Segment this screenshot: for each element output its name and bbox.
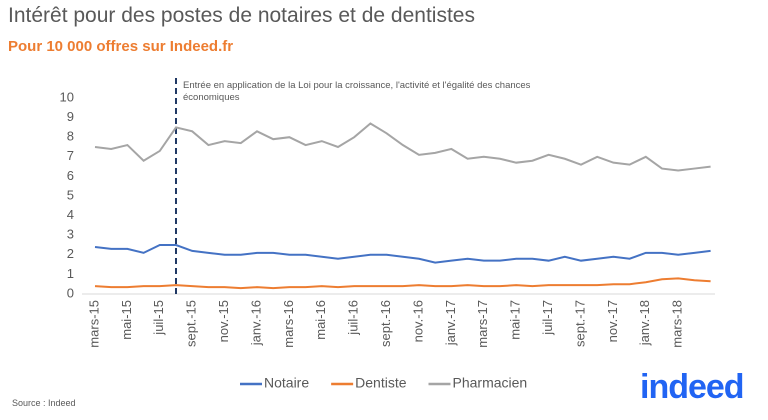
line-series	[94, 277, 711, 290]
source: Source : Indeed	[12, 398, 76, 408]
annotation: Entrée en application de la Loi pour la …	[183, 80, 531, 103]
x-tick-label: mai-16	[313, 300, 328, 340]
x-tick-label: juil-17	[540, 300, 555, 336]
y-tick-label: 8	[67, 129, 74, 144]
x-tick-label: juil-16	[346, 300, 361, 336]
x-tick-label: janv.-17	[443, 300, 458, 346]
logo: indeed	[640, 368, 745, 406]
legend-label: Pharmacien	[453, 375, 528, 391]
y-tick-label: 2	[67, 246, 74, 261]
x-tick-label: mars-15	[86, 300, 101, 348]
legend-label: Notaire	[264, 375, 309, 391]
legend-label: Dentiste	[355, 375, 407, 391]
chart-title: Intérêt pour des postes de notaires et d…	[8, 4, 475, 27]
y-tick-label: 10	[60, 89, 74, 104]
x-tick-label: nov.-17	[605, 300, 620, 342]
x-tick-label: mars-18	[670, 300, 685, 348]
x-tick-label: mars-16	[281, 300, 296, 348]
y-tick-label: 6	[67, 168, 74, 183]
x-tick-label: juil-15	[151, 300, 166, 336]
x-tick-label: janv.-18	[637, 300, 652, 346]
x-tick-label: nov.-16	[410, 300, 425, 342]
line-series	[94, 122, 711, 172]
x-tick-label: sept.-17	[572, 300, 587, 347]
y-tick-label: 0	[67, 285, 74, 300]
y-tick-label: 9	[67, 109, 74, 124]
x-tick-label: mai-17	[508, 300, 523, 340]
x-tick-label: sept.-15	[184, 300, 199, 347]
y-tick-label: 3	[67, 227, 74, 242]
x-tick-label: mars-17	[475, 300, 490, 348]
x-tick-label: janv.-16	[248, 300, 263, 346]
y-tick-label: 7	[67, 148, 74, 163]
x-tick-label: sept.-16	[378, 300, 393, 347]
x-tick-label: mai-15	[119, 300, 134, 340]
x-tick-label: nov.-15	[216, 300, 231, 342]
y-tick-label: 1	[67, 266, 74, 281]
y-tick-label: 4	[67, 207, 74, 222]
chart-subtitle: Pour 10 000 offres sur Indeed.fr	[8, 38, 234, 55]
line-series	[94, 244, 711, 264]
y-tick-label: 5	[67, 187, 74, 202]
